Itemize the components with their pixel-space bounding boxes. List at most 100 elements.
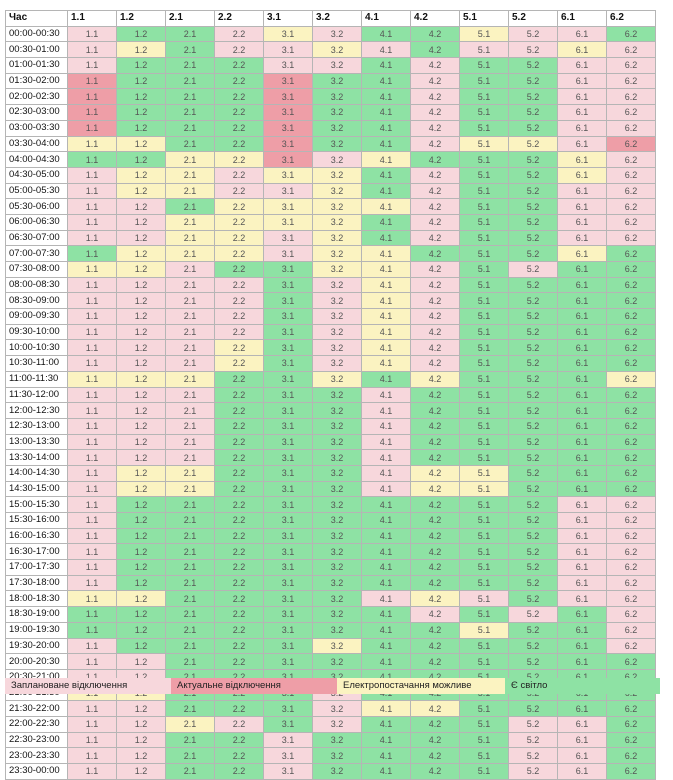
schedule-cell: 3.1 bbox=[263, 88, 313, 106]
schedule-cell: 2.2 bbox=[214, 464, 264, 482]
time-slot: 06:00-06:30 bbox=[5, 213, 68, 231]
schedule-cell: 2.2 bbox=[214, 213, 264, 231]
schedule-cell: 5.1 bbox=[459, 543, 509, 561]
schedule-cell: 3.2 bbox=[312, 166, 362, 184]
schedule-cell: 1.2 bbox=[116, 637, 166, 655]
schedule-cell: 1.2 bbox=[116, 213, 166, 231]
schedule-cell: 1.2 bbox=[116, 323, 166, 341]
schedule-cell: 5.2 bbox=[508, 480, 558, 498]
schedule-cell: 4.2 bbox=[410, 559, 460, 576]
table-row: 03:00-03:30 1.1 1.2 2.1 2.2 3.1 3.2 4.1 4.2 5.1 5.… bbox=[5, 119, 656, 137]
schedule-cell: 2.2 bbox=[214, 621, 264, 639]
schedule-cell: 6.1 bbox=[557, 747, 607, 764]
schedule-cell: 3.2 bbox=[312, 527, 362, 545]
schedule-cell: 3.1 bbox=[263, 574, 313, 592]
schedule-cell: 6.2 bbox=[606, 731, 656, 749]
schedule-cell: 4.1 bbox=[361, 119, 411, 137]
schedule-cell: 6.1 bbox=[557, 464, 607, 482]
schedule-cell: 1.1 bbox=[67, 119, 117, 137]
time-slot: 22:30-23:00 bbox=[5, 731, 68, 749]
schedule-cell: 2.1 bbox=[165, 261, 215, 278]
schedule-cell: 3.2 bbox=[312, 182, 362, 200]
table-row: 13:30-14:00 1.1 1.2 2.1 2.2 3.1 3.2 4.1 4.2 5.1 5.… bbox=[5, 449, 656, 466]
schedule-cell: 6.1 bbox=[557, 339, 607, 357]
table-row: 16:30-17:00 1.1 1.2 2.1 2.2 3.1 3.2 4.1 4.2 5.1 5.… bbox=[5, 543, 656, 561]
time-slot: 00:00-00:30 bbox=[5, 25, 68, 43]
time-slot: 23:30-00:00 bbox=[5, 763, 68, 780]
table-row: 19:00-19:30 1.1 1.2 2.1 2.2 3.1 3.2 4.1 4.2 5.1 5.… bbox=[5, 621, 656, 639]
schedule-cell: 5.2 bbox=[508, 606, 558, 623]
table-row: 00:30-01:00 1.1 1.2 2.1 2.2 3.1 3.2 4.1 4.2 5.1 5.… bbox=[5, 41, 656, 59]
schedule-cell: 3.2 bbox=[312, 72, 362, 90]
header-queue-3-1: 3.1 bbox=[263, 10, 313, 27]
schedule-cell: 2.2 bbox=[214, 308, 264, 325]
schedule-cell: 5.2 bbox=[508, 402, 558, 419]
schedule-cell: 2.1 bbox=[165, 323, 215, 341]
schedule-cell: 2.1 bbox=[165, 339, 215, 357]
table-row: 06:00-06:30 1.1 1.2 2.1 2.2 3.1 3.2 4.1 4.2 5.1 5.… bbox=[5, 213, 656, 231]
schedule-cell: 2.2 bbox=[214, 166, 264, 184]
schedule-cell: 3.2 bbox=[312, 245, 362, 262]
schedule-cell: 4.2 bbox=[410, 166, 460, 184]
schedule-cell: 6.2 bbox=[606, 747, 656, 764]
schedule-cell: 6.2 bbox=[606, 559, 656, 576]
schedule-cell: 1.2 bbox=[116, 261, 166, 278]
schedule-cell: 3.2 bbox=[312, 323, 362, 341]
table-row: 05:30-06:00 1.1 1.2 2.1 2.2 3.1 3.2 4.1 4.2 5.1 5.… bbox=[5, 198, 656, 215]
schedule-cell: 2.1 bbox=[165, 731, 215, 749]
schedule-cell: 3.2 bbox=[312, 715, 362, 733]
legend-item-a: Актуальне відключення bbox=[171, 678, 337, 694]
schedule-cell: 4.1 bbox=[361, 512, 411, 529]
schedule-cell: 6.2 bbox=[606, 433, 656, 451]
schedule-cell: 4.2 bbox=[410, 715, 460, 733]
schedule-cell: 6.2 bbox=[606, 527, 656, 545]
schedule-cell: 5.1 bbox=[459, 747, 509, 764]
schedule-cell: 6.2 bbox=[606, 88, 656, 106]
schedule-cell: 1.2 bbox=[116, 88, 166, 106]
schedule-cell: 6.2 bbox=[606, 590, 656, 608]
schedule-cell: 2.1 bbox=[165, 543, 215, 561]
schedule-cell: 4.2 bbox=[410, 700, 460, 717]
schedule-cell: 4.1 bbox=[361, 433, 411, 451]
schedule-cell: 1.1 bbox=[67, 292, 117, 310]
schedule-cell: 6.1 bbox=[557, 637, 607, 655]
schedule-cell: 4.2 bbox=[410, 292, 460, 310]
table-row: 22:00-22:30 1.1 1.2 2.1 2.2 3.1 3.2 4.1 4.2 5.1 5.… bbox=[5, 715, 656, 733]
schedule-cell: 4.2 bbox=[410, 417, 460, 435]
schedule-cell: 4.2 bbox=[410, 25, 460, 43]
schedule-cell: 5.1 bbox=[459, 512, 509, 529]
schedule-cell: 6.1 bbox=[557, 72, 607, 90]
schedule-cell: 2.1 bbox=[165, 41, 215, 59]
schedule-cell: 1.1 bbox=[67, 104, 117, 121]
schedule-cell: 4.2 bbox=[410, 464, 460, 482]
schedule-cell: 5.1 bbox=[459, 700, 509, 717]
schedule-cell: 5.1 bbox=[459, 292, 509, 310]
table-row: 18:30-19:00 1.1 1.2 2.1 2.2 3.1 3.2 4.1 4.2 5.1 5.… bbox=[5, 606, 656, 623]
schedule-cell: 1.1 bbox=[67, 135, 117, 153]
schedule-cell: 1.1 bbox=[67, 166, 117, 184]
schedule-cell: 6.1 bbox=[557, 417, 607, 435]
schedule-cell: 6.2 bbox=[606, 653, 656, 670]
schedule-cell: 3.2 bbox=[312, 88, 362, 106]
schedule-cell: 3.2 bbox=[312, 308, 362, 325]
schedule-cell: 5.2 bbox=[508, 700, 558, 717]
schedule-cell: 2.1 bbox=[165, 433, 215, 451]
schedule-cell: 5.1 bbox=[459, 166, 509, 184]
schedule-cell: 6.1 bbox=[557, 512, 607, 529]
schedule-cell: 5.2 bbox=[508, 119, 558, 137]
schedule-cell: 3.1 bbox=[263, 198, 313, 215]
schedule-cell: 1.1 bbox=[67, 386, 117, 404]
schedule-cell: 3.1 bbox=[263, 731, 313, 749]
schedule-cell: 4.2 bbox=[410, 57, 460, 74]
schedule-cell: 1.1 bbox=[67, 590, 117, 608]
time-slot: 09:30-10:00 bbox=[5, 323, 68, 341]
legend-item-p: Заплановане відключення bbox=[5, 678, 171, 694]
schedule-cell: 2.1 bbox=[165, 763, 215, 780]
table-row: 09:00-09:30 1.1 1.2 2.1 2.2 3.1 3.2 4.1 4.2 5.1 5.… bbox=[5, 308, 656, 325]
schedule-cell: 4.2 bbox=[410, 480, 460, 498]
schedule-cell: 3.2 bbox=[312, 480, 362, 498]
schedule-cell: 5.2 bbox=[508, 308, 558, 325]
schedule-cell: 3.1 bbox=[263, 41, 313, 59]
schedule-cell: 1.2 bbox=[116, 527, 166, 545]
schedule-cell: 6.1 bbox=[557, 574, 607, 592]
